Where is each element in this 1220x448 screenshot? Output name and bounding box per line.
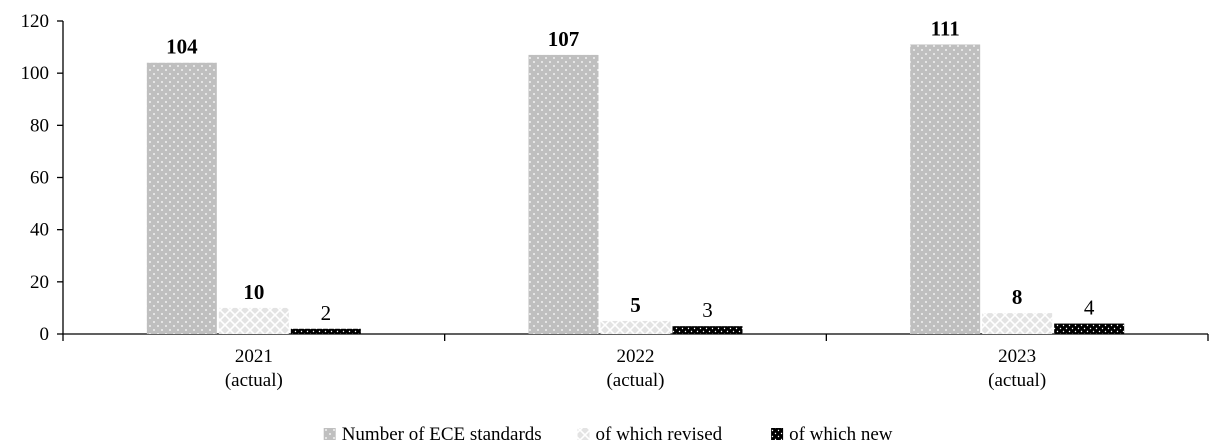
x-axis: 2021 (actual) 2022 (actual) 2023 (actual) xyxy=(62,333,1209,391)
y-axis: 0 20 40 60 80 100 120 xyxy=(21,11,64,345)
y-tick-label: 100 xyxy=(21,63,50,84)
x-category-label: (actual) xyxy=(988,370,1046,391)
data-label: 4 xyxy=(1084,296,1095,320)
legend-swatch xyxy=(577,428,590,440)
bar-number-of-ece-standards-2023 xyxy=(910,44,981,334)
legend-swatch xyxy=(323,428,336,440)
data-label: 10 xyxy=(243,280,264,304)
x-category-label: 2022 xyxy=(617,346,655,367)
data-label: 111 xyxy=(931,16,960,40)
bar-series-group xyxy=(146,44,1125,335)
data-labels: 104 10 2 107 5 3 111 8 4 xyxy=(166,16,1095,324)
data-label: 3 xyxy=(702,298,713,322)
bar-number-of-ece-standards-2022 xyxy=(528,54,599,335)
data-label: 104 xyxy=(166,35,198,59)
y-tick-label: 120 xyxy=(21,11,50,32)
x-category-label: (actual) xyxy=(225,370,283,391)
x-category-label: 2023 xyxy=(998,346,1036,367)
legend-label: of which new xyxy=(789,424,893,445)
data-label: 107 xyxy=(548,27,580,51)
data-label: 8 xyxy=(1012,285,1023,309)
bar-of-which-new-2023 xyxy=(1054,323,1125,334)
data-label: 5 xyxy=(630,293,641,317)
bar-of-which-new-2021 xyxy=(290,328,361,334)
legend: Number of ECE standards of which revised o… xyxy=(323,424,893,445)
bar-of-which-revised-2021 xyxy=(218,307,289,334)
data-label: 2 xyxy=(321,301,332,325)
legend-item-of-which-revised: of which revised xyxy=(577,424,723,445)
bar-of-which-new-2022 xyxy=(672,326,743,334)
legend-label: Number of ECE standards xyxy=(342,424,542,445)
x-category-label: 2021 xyxy=(235,346,273,367)
bar-number-of-ece-standards-2021 xyxy=(146,62,217,334)
legend-swatch xyxy=(771,428,784,440)
bar-of-which-revised-2023 xyxy=(982,313,1053,334)
y-tick-label: 0 xyxy=(40,324,50,345)
legend-item-number-of-ece-standards: Number of ECE standards xyxy=(323,424,542,445)
bar-of-which-revised-2022 xyxy=(600,320,671,334)
x-category-label: (actual) xyxy=(606,370,664,391)
legend-label: of which revised xyxy=(596,424,723,445)
legend-item-of-which-new: of which new xyxy=(771,424,893,445)
y-tick-label: 60 xyxy=(30,168,49,189)
y-tick-label: 40 xyxy=(30,220,49,241)
y-tick-label: 20 xyxy=(30,272,49,293)
y-tick-label: 80 xyxy=(30,115,49,136)
